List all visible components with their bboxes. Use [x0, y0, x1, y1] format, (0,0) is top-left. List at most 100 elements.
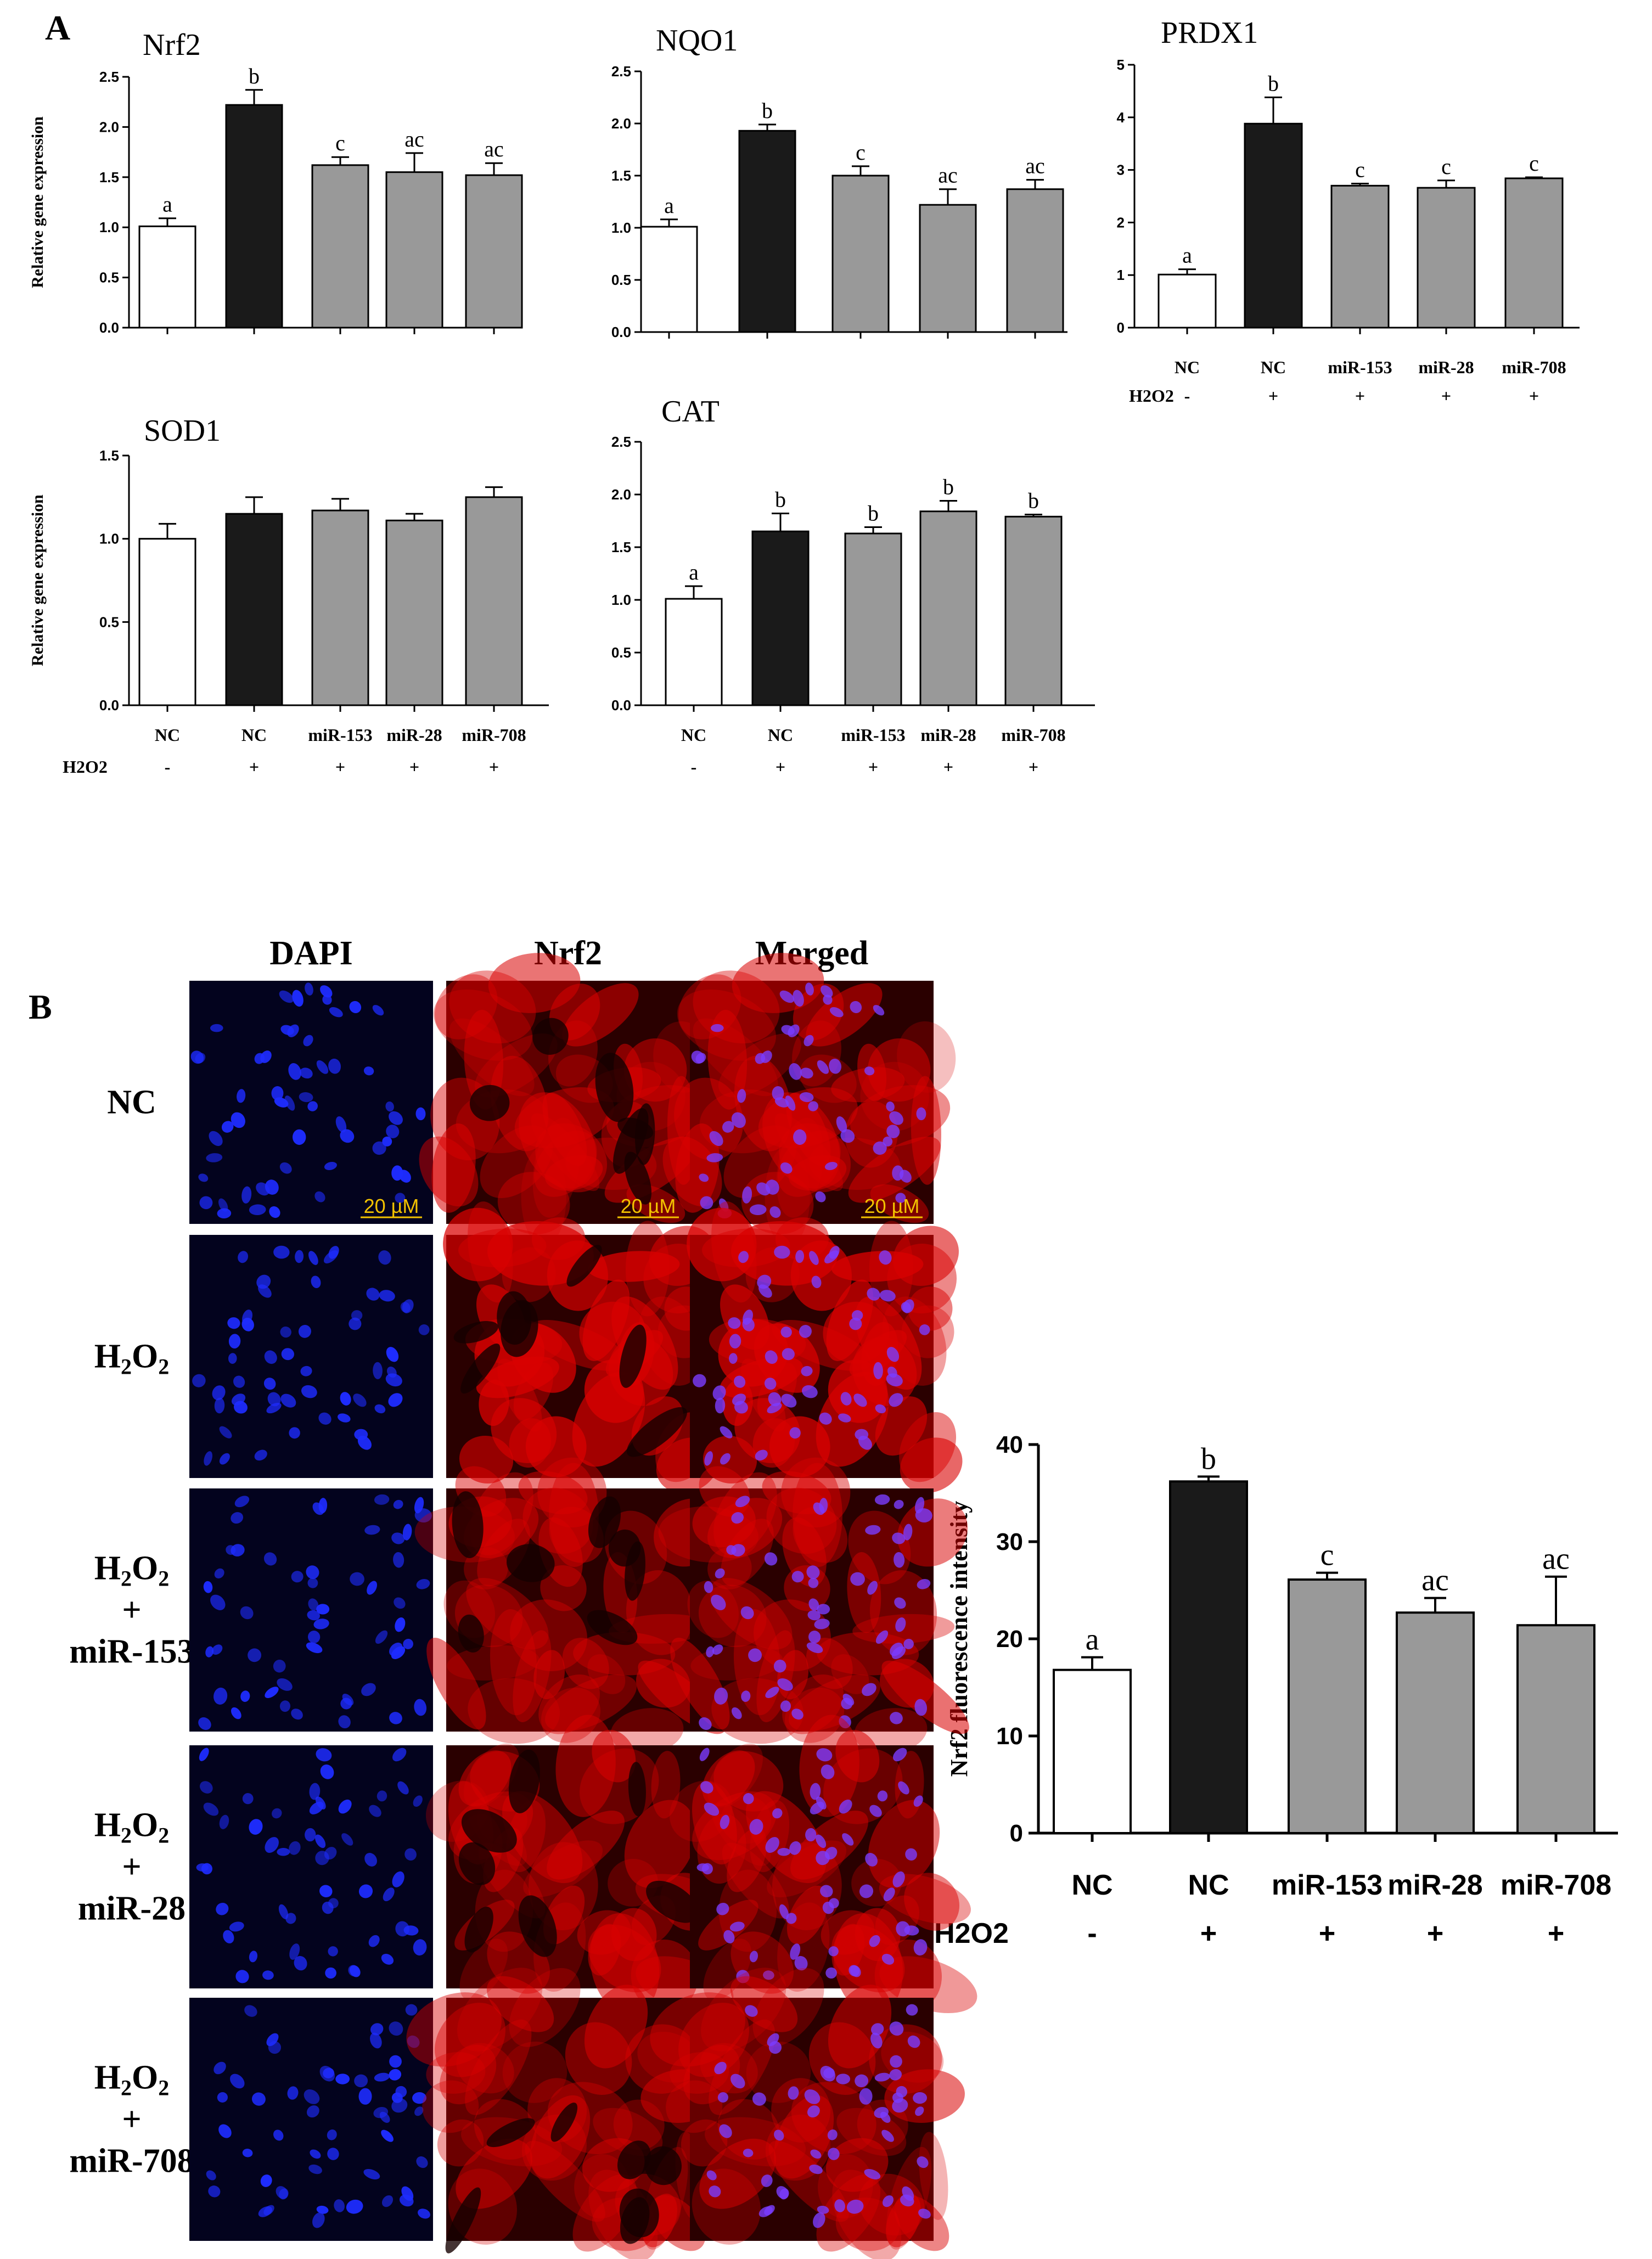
dark-gap: [486, 2118, 535, 2148]
cell-body: [584, 1985, 648, 2069]
nucleus: [314, 1191, 325, 1202]
cell-body: [681, 2119, 728, 2167]
significance-letter: b: [1028, 488, 1039, 513]
significance-letter: b: [1201, 1442, 1216, 1476]
nucleus: [915, 1508, 932, 1522]
cell-body: [502, 1791, 583, 1884]
nucleus: [265, 1687, 279, 1698]
nucleus: [238, 1251, 249, 1263]
nucleus: [799, 1092, 814, 1103]
nucleus: [198, 1717, 211, 1730]
h2o2-mark: -: [691, 757, 697, 777]
dark-gap: [458, 1842, 496, 1885]
nucleus: [767, 1402, 782, 1414]
nucleus: [413, 1939, 427, 1955]
nucleus: [772, 1808, 783, 1819]
nucleus: [873, 1362, 883, 1379]
cell-body: [406, 1992, 502, 2067]
cell-body: [835, 1729, 880, 1783]
scale-bar-label: 20 µM: [364, 1195, 419, 1217]
nucleus: [869, 1805, 882, 1817]
nucleus: [403, 1638, 413, 1649]
cell-body: [765, 2114, 830, 2181]
y-tick-label: 1: [1117, 267, 1125, 283]
x-tick-label: miR-28: [386, 725, 442, 745]
bar: [1516, 1624, 1595, 1834]
cell-body: [533, 1131, 597, 1197]
nucleus: [883, 1887, 895, 1902]
nucleus: [391, 1532, 405, 1544]
nucleus: [776, 2186, 789, 2199]
nucleus: [719, 2124, 732, 2138]
nucleus: [340, 1129, 355, 1143]
x-tick-label: miR-28: [1418, 357, 1474, 377]
nucleus: [810, 1783, 821, 1800]
cell-body: [541, 1687, 600, 1743]
charts-layer: Nrf2 0.0 0.5 1.0 1.5 2.0 2.5 Relative gene expr…: [29, 16, 1618, 1949]
x-tick-label: miR-28: [920, 725, 976, 745]
nucleus: [849, 1317, 862, 1330]
nucleus: [203, 1581, 213, 1593]
nucleus: [780, 1700, 791, 1712]
nucleus: [190, 1050, 204, 1064]
cell-body: [572, 2174, 637, 2252]
nucleus: [310, 2149, 321, 2159]
nucleus: [790, 1943, 801, 1960]
cell-body: [703, 1436, 757, 1484]
nucleus: [865, 1525, 881, 1535]
nucleus: [895, 1193, 906, 1204]
nucleus: [230, 2073, 245, 2089]
h2o2-mark: -: [1087, 1918, 1097, 1949]
nucleus: [890, 1712, 903, 1724]
cell-body: [894, 2195, 949, 2251]
nucleus: [779, 990, 794, 1003]
nucleus: [361, 1683, 376, 1696]
cell-body: [443, 1580, 496, 1638]
h2o2-mark: +: [776, 757, 785, 777]
dark-gap: [453, 1321, 498, 1344]
y-tick-label: 0.0: [99, 319, 119, 336]
nucleus: [873, 1005, 885, 1016]
nucleus: [350, 1572, 364, 1586]
nucleus: [228, 1334, 241, 1348]
nucleus: [295, 1250, 304, 1263]
y-tick-label: 0: [1010, 1820, 1023, 1847]
nucleus: [899, 1170, 912, 1183]
nucleus: [273, 1659, 286, 1673]
nucleus: [834, 2199, 845, 2212]
nucleus: [324, 1847, 337, 1860]
nucleus: [716, 1902, 729, 1915]
cell-body: [547, 1811, 625, 1880]
nucleus: [915, 2106, 924, 2116]
nucleus: [214, 1568, 224, 1578]
cell-body: [790, 1811, 868, 1880]
nucleus: [287, 1024, 299, 1037]
h2o2-row-label: H2O2: [63, 757, 108, 777]
cell-body: [870, 1184, 929, 1223]
nucleus: [392, 1871, 404, 1887]
nucleus: [735, 1496, 750, 1508]
nucleus: [715, 1568, 725, 1578]
nucleus: [890, 2055, 902, 2068]
nucleus: [842, 1833, 854, 1846]
y-tick-label: 1.0: [99, 219, 119, 235]
nucleus: [414, 1699, 427, 1716]
nucleus: [249, 1204, 266, 1216]
nucleus: [780, 1162, 793, 1174]
nucleus: [740, 1606, 754, 1620]
nucleus: [378, 1250, 391, 1265]
nucleus: [277, 1678, 293, 1691]
nucleus: [893, 1747, 907, 1762]
nucleus: [738, 1251, 749, 1263]
nucleus: [240, 1690, 250, 1702]
h2o2-mark: +: [409, 757, 419, 777]
nucleus: [789, 1841, 801, 1855]
nucleus: [416, 1578, 430, 1589]
nucleus: [822, 1901, 834, 1914]
nucleus: [729, 1921, 745, 1932]
nucleus: [306, 2105, 319, 2118]
y-tick-label: 2.5: [611, 434, 631, 450]
cell-body: [848, 1510, 911, 1584]
nucleus: [219, 1814, 229, 1829]
nucleus: [199, 1196, 213, 1210]
